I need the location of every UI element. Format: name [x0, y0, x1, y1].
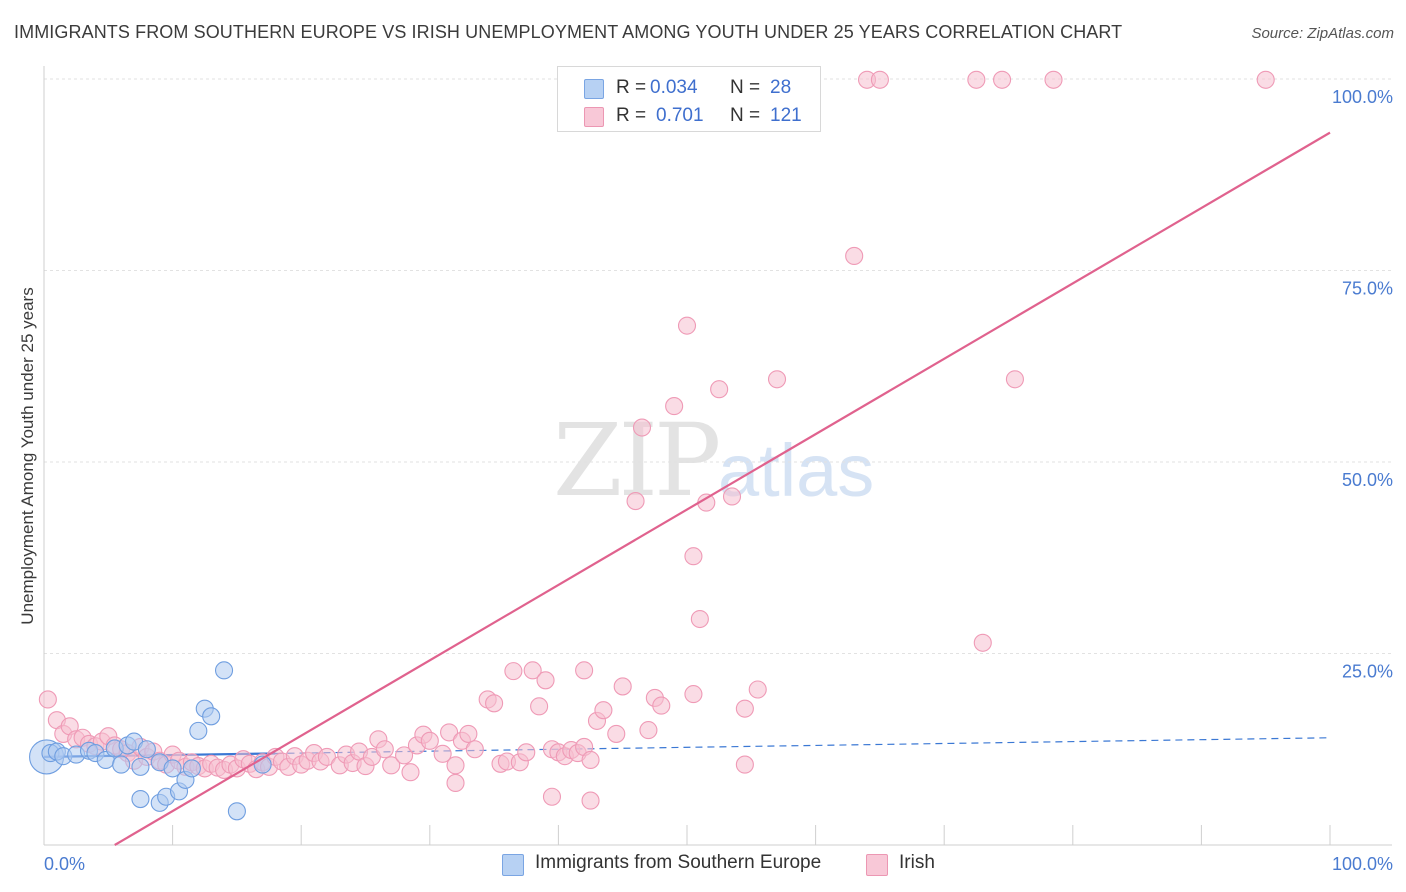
- irish-point: [748, 680, 767, 699]
- blue-swatch: [502, 854, 524, 876]
- irish-point: [665, 397, 684, 416]
- irish-point: [446, 756, 465, 775]
- irish-point: [722, 487, 742, 506]
- irish-point: [536, 671, 555, 690]
- irish-point: [504, 662, 523, 681]
- immigrants-trend-dashed: [275, 737, 1331, 755]
- irish-trend: [114, 131, 1331, 846]
- irish-point: [401, 763, 420, 782]
- irish-point: [317, 747, 336, 766]
- legend-label: Immigrants from Southern Europe: [535, 852, 822, 873]
- irish-point: [993, 70, 1012, 89]
- stats-legend: R = 0.034 N = 28 R = 0.701 N = 121: [557, 66, 821, 132]
- irish-point: [433, 744, 452, 763]
- r-value: 0.034: [650, 77, 698, 98]
- data-points: [29, 70, 1275, 821]
- immigrants-point: [189, 721, 208, 740]
- irish-point: [523, 661, 542, 680]
- irish-point: [735, 755, 754, 774]
- irish-point: [967, 70, 986, 89]
- irish-point: [1256, 70, 1275, 89]
- irish-point: [395, 746, 414, 765]
- axes: [43, 66, 1392, 846]
- n-value: 28: [770, 77, 792, 98]
- irish-point: [581, 791, 600, 810]
- irish-point: [632, 418, 652, 437]
- immigrants-point: [182, 759, 201, 778]
- irish-point: [767, 370, 787, 389]
- y-tick-label: 50.0%: [1342, 470, 1393, 490]
- r-label: R =: [616, 77, 647, 98]
- legend-row-irish: R = 0.701 N = 121: [558, 101, 820, 131]
- irish-point: [613, 677, 632, 696]
- immigrants-point: [227, 802, 246, 821]
- irish-point: [735, 699, 754, 718]
- irish-point: [652, 696, 671, 715]
- immigrants-point: [163, 759, 182, 778]
- r-value: 0.701: [656, 105, 704, 126]
- x-tick-label: 0.0%: [44, 854, 85, 874]
- irish-point: [870, 70, 889, 89]
- immigrants-point: [214, 661, 234, 680]
- irish-point: [485, 694, 504, 713]
- irish-point: [684, 547, 703, 566]
- irish-point: [594, 701, 613, 720]
- watermark-atlas: atlas: [718, 429, 875, 512]
- blue-swatch: [584, 79, 604, 99]
- irish-point: [626, 492, 645, 511]
- n-value: 121: [770, 105, 802, 126]
- irish-point: [710, 380, 729, 399]
- irish-point: [459, 724, 478, 743]
- irish-point: [1044, 70, 1063, 89]
- immigrants-point: [112, 755, 131, 774]
- source-label: Source: ZipAtlas.com: [1251, 25, 1394, 42]
- irish-point: [1005, 370, 1024, 389]
- axis-labels: 25.0% 50.0% 75.0% 100.0% 0.0% 100.0% Unemploym…: [18, 87, 1393, 874]
- y-axis-title: Unemployment Among Youth under 25 years: [18, 287, 37, 624]
- irish-point: [581, 750, 600, 770]
- irish-point: [446, 773, 465, 793]
- irish-point: [575, 661, 594, 680]
- irish-point: [375, 740, 394, 759]
- n-label: N =: [730, 77, 761, 98]
- irish-point: [420, 731, 439, 750]
- irish-point: [845, 246, 864, 265]
- n-label: N =: [730, 105, 761, 126]
- irish-point: [677, 316, 697, 335]
- irish-point: [684, 685, 703, 704]
- irish-point: [517, 743, 536, 762]
- y-tick-label: 100.0%: [1332, 87, 1393, 107]
- irish-point: [607, 724, 626, 743]
- legend-label: Irish: [899, 852, 935, 873]
- irish-point: [38, 690, 57, 709]
- immigrants-point: [202, 707, 221, 726]
- trend-line-irish: [114, 131, 1331, 846]
- gridlines: [44, 78, 1392, 654]
- y-tick-label: 75.0%: [1342, 279, 1393, 299]
- chart-title: IMMIGRANTS FROM SOUTHERN EUROPE VS IRISH…: [14, 22, 1123, 42]
- y-tick-label: 25.0%: [1342, 662, 1393, 682]
- irish-point: [382, 756, 401, 775]
- irish-point: [440, 723, 459, 742]
- pink-swatch: [866, 854, 888, 876]
- immigrants-point: [131, 789, 150, 809]
- irish-point: [639, 721, 658, 740]
- irish-point: [542, 787, 562, 806]
- pink-swatch: [584, 107, 604, 127]
- irish-point: [973, 633, 992, 652]
- x-tick-label: 100.0%: [1332, 854, 1393, 874]
- legend-row-immigrants: R = 0.034 N = 28: [558, 73, 820, 103]
- immigrants-point: [137, 740, 156, 759]
- irish-point: [690, 609, 709, 629]
- immigrants-point: [131, 757, 150, 776]
- r-label: R =: [616, 105, 647, 126]
- irish-point: [465, 740, 484, 759]
- irish-point: [530, 697, 549, 716]
